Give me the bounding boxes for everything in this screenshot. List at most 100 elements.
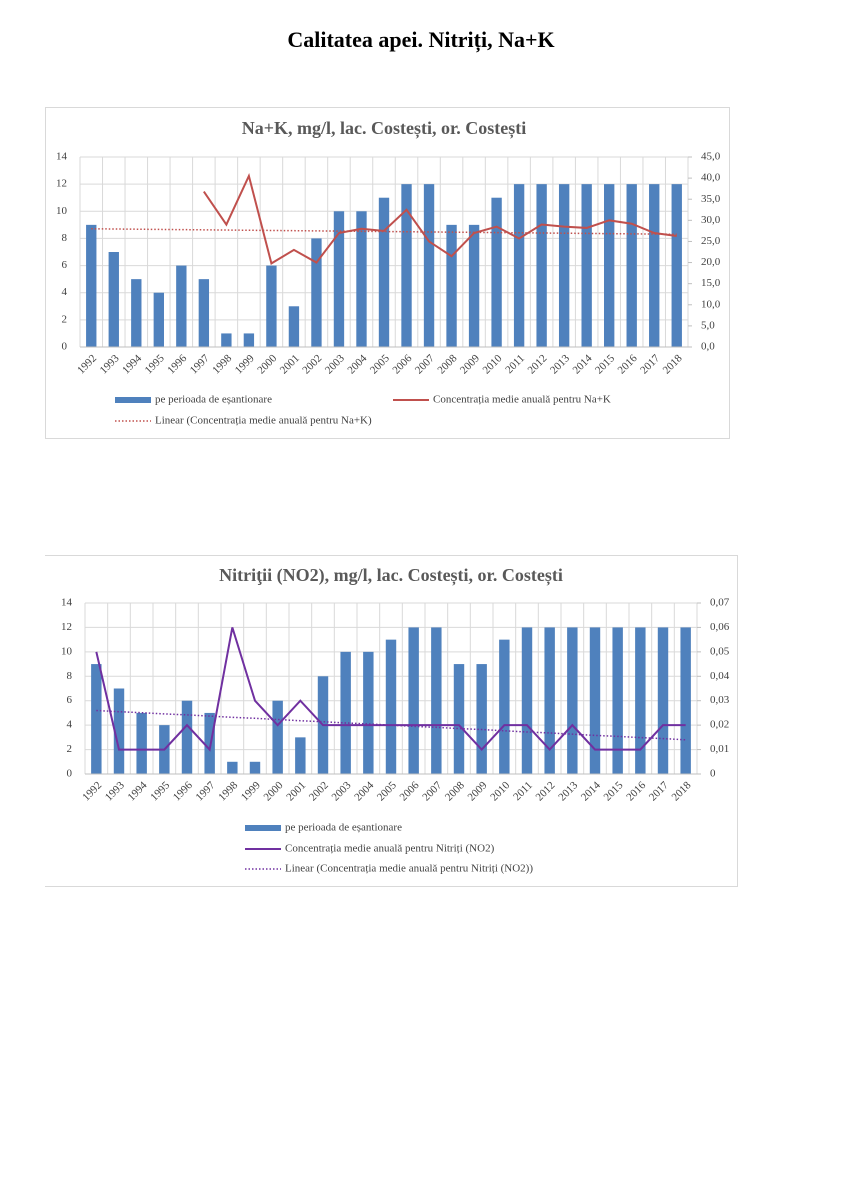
bar [91, 664, 102, 774]
x-tick-label: 2010 [488, 779, 512, 803]
legend-label: Concentrația medie anuală pentru Na+K [433, 394, 611, 406]
legend-swatch [245, 825, 281, 831]
x-tick-label: 1994 [120, 352, 144, 376]
bar [558, 184, 570, 347]
bar [453, 664, 465, 774]
y2-tick-label: 5,0 [701, 319, 715, 331]
y-tick-label: 12 [56, 178, 67, 190]
bar [476, 664, 487, 774]
y2-tick-label: 0,02 [710, 719, 729, 731]
chart-frame [45, 555, 738, 887]
bar [626, 184, 637, 347]
bar [671, 184, 682, 347]
y2-tick-label: 20,0 [701, 256, 721, 268]
x-tick-label: 2003 [323, 352, 347, 376]
x-tick-label: 1996 [171, 779, 195, 803]
chart-frame [45, 107, 730, 439]
legend-label: pe perioada de eșantionare [155, 394, 272, 406]
bar [153, 292, 164, 347]
x-tick-label: 2007 [420, 779, 444, 803]
bar [136, 712, 147, 774]
x-tick-label: 2016 [616, 352, 640, 376]
x-tick-label: 1993 [98, 352, 122, 376]
x-tick-label: 2009 [466, 779, 490, 803]
x-tick-label: 2005 [375, 779, 399, 803]
bar [649, 184, 660, 347]
x-tick-label: 2014 [571, 352, 595, 376]
bar [113, 688, 125, 774]
y2-tick-label: 0,03 [710, 694, 730, 706]
x-tick-label: 1998 [210, 352, 234, 376]
x-tick-label: 2008 [435, 352, 459, 376]
bar [363, 651, 374, 774]
bar [311, 238, 322, 347]
bar [243, 333, 255, 347]
bar [340, 651, 351, 774]
y2-tick-label: 0,07 [710, 597, 730, 609]
bar [333, 211, 345, 347]
x-tick-label: 1992 [80, 779, 104, 803]
x-tick-label: 1995 [148, 779, 172, 803]
legend-label: pe perioada de eșantionare [285, 822, 402, 834]
y-tick-label: 14 [61, 597, 73, 609]
y2-tick-label: 0,0 [701, 341, 715, 353]
bar [423, 184, 435, 347]
y-tick-label: 0 [67, 768, 73, 780]
y2-tick-label: 45,0 [701, 151, 721, 163]
x-tick-label: 2000 [255, 352, 279, 376]
x-tick-label: 2013 [556, 779, 580, 803]
bar [491, 197, 502, 347]
y2-tick-label: 30,0 [701, 214, 721, 226]
page-title: Calitatea apei. Nitriți, Na+K [287, 27, 554, 53]
bar [227, 761, 238, 774]
bar [521, 627, 533, 774]
y2-tick-label: 0,01 [710, 743, 729, 755]
bar [544, 627, 555, 774]
x-tick-label: 2009 [458, 352, 482, 376]
x-tick-label: 2008 [443, 779, 467, 803]
bar [513, 184, 525, 347]
bar [612, 627, 623, 774]
bar [108, 252, 119, 347]
bar [468, 224, 480, 347]
x-tick-label: 2011 [503, 352, 527, 376]
legend-swatch [115, 397, 151, 403]
x-tick-label: 1993 [103, 779, 127, 803]
bar [181, 700, 193, 774]
x-tick-label: 2011 [511, 779, 535, 803]
x-tick-label: 1999 [233, 352, 257, 376]
y-tick-label: 10 [61, 645, 73, 657]
y-tick-label: 14 [56, 151, 68, 163]
bar [249, 761, 261, 774]
legend-label: Linear (Concentrația medie anuală pentru… [285, 863, 533, 875]
bar [131, 279, 142, 347]
y2-tick-label: 0,05 [710, 645, 730, 657]
bar [272, 700, 283, 774]
bar [266, 265, 277, 347]
x-tick-label: 1999 [239, 779, 263, 803]
x-tick-label: 2018 [670, 779, 694, 803]
x-tick-label: 2002 [300, 352, 324, 376]
bar [385, 639, 397, 774]
bar [499, 639, 510, 774]
y-tick-label: 4 [67, 719, 73, 731]
y-tick-label: 6 [62, 259, 68, 271]
bar [567, 627, 578, 774]
x-tick-label: 2014 [579, 779, 603, 803]
y2-tick-label: 10,0 [701, 298, 721, 310]
line [203, 173, 677, 265]
bar [401, 184, 412, 347]
x-tick-label: 2004 [352, 779, 376, 803]
bar [356, 211, 367, 347]
bar [680, 627, 691, 774]
bar [581, 184, 592, 347]
x-tick-label: 2015 [593, 352, 617, 376]
bar [446, 224, 457, 347]
y2-tick-label: 0,06 [710, 621, 730, 633]
x-tick-label: 2015 [602, 779, 626, 803]
y-tick-label: 8 [62, 232, 68, 244]
y2-tick-label: 0,04 [710, 670, 730, 682]
bar [536, 184, 547, 347]
x-tick-label: 2007 [413, 352, 437, 376]
